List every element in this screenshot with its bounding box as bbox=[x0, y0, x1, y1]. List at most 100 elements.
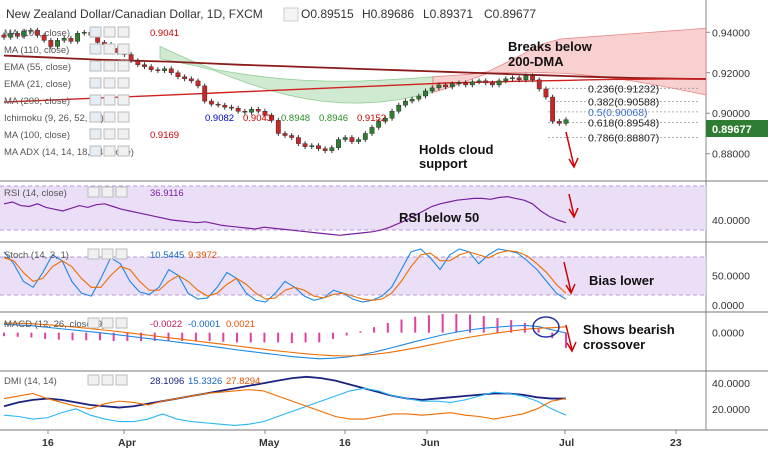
fib-label: 0.786(0.88807) bbox=[588, 132, 659, 144]
candle-body bbox=[436, 84, 442, 89]
candle-body bbox=[403, 100, 408, 106]
annotation-stoch: Bias lower bbox=[589, 273, 654, 288]
settings-icon bbox=[103, 111, 116, 123]
pane-value: 0.0021 bbox=[226, 319, 255, 330]
stoch-tick-label: 0.0000 bbox=[712, 300, 744, 312]
indicator-value: 0.9082 bbox=[205, 113, 234, 124]
eye-icon bbox=[89, 94, 102, 106]
eye-icon bbox=[87, 186, 100, 198]
indicator-value: 0.9041 bbox=[150, 28, 179, 39]
price-tick-label: 0.94000 bbox=[712, 27, 750, 39]
eye-icon bbox=[89, 60, 102, 72]
candle-body bbox=[536, 79, 542, 90]
price-axis-area bbox=[706, 0, 768, 454]
arrow-price bbox=[565, 131, 579, 169]
candle-body bbox=[48, 40, 54, 47]
price-axis-ticks: 0.94000 0.92000 0.90000 0.88000 bbox=[706, 27, 750, 161]
pane-value: -0.0022 bbox=[150, 319, 182, 330]
eye-icon bbox=[89, 111, 102, 123]
candle-body bbox=[249, 108, 254, 113]
indicator-label: EMA (55, close) bbox=[4, 62, 71, 73]
candle-body bbox=[510, 77, 515, 80]
candle-body bbox=[382, 118, 388, 122]
candle-body bbox=[41, 35, 47, 41]
candle-body bbox=[155, 69, 161, 71]
candle-body bbox=[490, 82, 495, 86]
indicator-label: MA (100, close) bbox=[4, 28, 70, 39]
candle-body bbox=[463, 82, 469, 86]
indicator-label: MA ADX (14, 14, 18, 34, close) bbox=[4, 147, 134, 158]
indicator-value: 0.8948 bbox=[281, 113, 310, 124]
dmi-pane: 40.0000 20.0000 bbox=[3, 375, 750, 426]
candle-body bbox=[476, 80, 482, 83]
annotation-break-line2: 200-DMA bbox=[508, 54, 564, 69]
indicator-label: MA (100, close) bbox=[4, 130, 70, 141]
indicator-label: EMA (21, close) bbox=[4, 79, 71, 90]
pane-value: 9.3972 bbox=[188, 250, 217, 261]
settings-icon bbox=[101, 186, 114, 198]
settings-icon bbox=[101, 248, 114, 260]
macd-pane: 0.0000 bbox=[3, 313, 744, 360]
candle-body bbox=[289, 135, 295, 138]
candle-body bbox=[530, 75, 535, 81]
eye-icon bbox=[87, 317, 100, 329]
candle-body bbox=[322, 148, 328, 151]
candle-body bbox=[55, 40, 60, 47]
candle-body bbox=[14, 33, 20, 37]
candle-body bbox=[316, 145, 321, 149]
candle-body bbox=[188, 78, 194, 82]
macd-signal-line bbox=[3, 322, 567, 357]
rsi-pane: 40.0000 bbox=[3, 195, 750, 236]
indicator-value: 0.8946 bbox=[319, 113, 348, 124]
fib-label: 0.382(0.90588) bbox=[588, 96, 659, 108]
eye-icon bbox=[89, 77, 102, 89]
rsi-tick-label: 40.0000 bbox=[712, 215, 750, 227]
pane-value: 10.5445 bbox=[150, 250, 184, 261]
candle-body bbox=[275, 120, 281, 134]
fib-label: 0.236(0.91232) bbox=[588, 83, 659, 95]
pane-label: Stoch (14, 3, 1) bbox=[4, 250, 69, 261]
candle-body bbox=[556, 121, 562, 124]
candle-body bbox=[329, 147, 335, 151]
candle-body bbox=[255, 108, 261, 112]
close-icon bbox=[115, 374, 128, 386]
candle-body bbox=[563, 119, 569, 124]
pane-value: 27.8294 bbox=[226, 376, 260, 387]
ohlc-high: H0.89686 bbox=[362, 7, 414, 21]
candle-body bbox=[396, 104, 402, 112]
candle-body bbox=[28, 30, 34, 32]
settings-icon bbox=[103, 145, 116, 157]
price-tick-label: 0.90000 bbox=[712, 108, 750, 120]
x-tick-label: 23 bbox=[670, 437, 682, 449]
x-tick-label: Jun bbox=[421, 437, 440, 449]
indicator-value: 0.9152 bbox=[357, 113, 386, 124]
fib-label: 0.5(0.90068) bbox=[588, 107, 648, 119]
eye-icon bbox=[89, 26, 102, 38]
close-icon bbox=[115, 317, 128, 329]
eye-icon bbox=[87, 248, 100, 260]
settings-icon[interactable] bbox=[283, 7, 299, 22]
close-icon bbox=[115, 248, 128, 260]
close-icon bbox=[117, 94, 130, 106]
candle-body bbox=[215, 103, 221, 106]
macd-line bbox=[3, 323, 567, 360]
candle-body bbox=[68, 38, 74, 42]
eye-icon bbox=[89, 128, 102, 140]
time-axis-ticks: 16 Apr May 16 Jun Jul 23 bbox=[42, 430, 682, 449]
candle-body bbox=[61, 38, 67, 41]
pane-value: 28.1096 bbox=[150, 376, 184, 387]
candle-body bbox=[362, 133, 368, 140]
pane-label: MACD (12, 26, close, 9) bbox=[4, 319, 105, 330]
minus-di-line bbox=[3, 389, 567, 420]
candle-body bbox=[282, 133, 288, 136]
price-tick-label: 0.92000 bbox=[712, 68, 750, 80]
candle-body bbox=[182, 76, 188, 80]
candle-body bbox=[195, 80, 201, 87]
close-icon bbox=[115, 186, 128, 198]
arrow-macd bbox=[565, 324, 577, 353]
last-price-label: 0.89677 bbox=[712, 124, 752, 136]
settings-icon bbox=[103, 43, 116, 55]
candle-body bbox=[8, 33, 14, 38]
candle-body bbox=[295, 137, 301, 144]
candle-body bbox=[1, 34, 7, 38]
